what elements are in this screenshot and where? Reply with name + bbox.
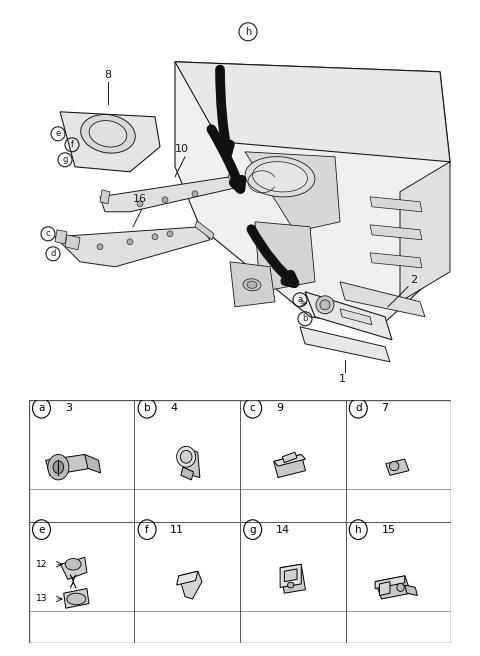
Text: h: h [245,27,251,37]
Text: 12: 12 [36,560,48,569]
Text: e: e [55,129,60,138]
Polygon shape [175,62,450,327]
Polygon shape [305,292,392,340]
Text: 11: 11 [170,525,184,535]
Text: b: b [144,403,150,413]
Text: a: a [38,403,45,413]
Circle shape [162,197,168,203]
Ellipse shape [245,157,315,197]
Polygon shape [282,452,297,462]
Polygon shape [370,197,422,212]
Text: g: g [62,155,68,164]
Polygon shape [100,177,240,212]
Polygon shape [379,582,390,596]
Text: b: b [302,314,308,323]
Text: d: d [50,249,56,258]
Ellipse shape [81,115,135,153]
Text: 9: 9 [276,403,283,413]
Text: f: f [71,140,73,150]
Polygon shape [100,190,110,204]
Polygon shape [375,576,405,588]
Ellipse shape [243,279,261,291]
Polygon shape [195,221,214,240]
Polygon shape [64,588,89,608]
Text: c: c [250,403,255,413]
Polygon shape [181,467,193,480]
Polygon shape [255,222,315,292]
Polygon shape [65,235,80,250]
Ellipse shape [252,161,307,192]
Text: c: c [46,230,50,238]
Polygon shape [179,571,202,599]
Text: 16: 16 [133,194,147,204]
Polygon shape [182,447,200,478]
Polygon shape [228,172,242,187]
Circle shape [127,239,133,245]
Text: 10: 10 [175,144,189,154]
Text: 13: 13 [36,594,48,604]
Text: 1: 1 [338,374,346,384]
Circle shape [97,244,103,250]
Text: 7: 7 [382,403,389,413]
Polygon shape [177,571,198,585]
Ellipse shape [67,593,86,605]
Circle shape [192,191,198,197]
Text: f: f [145,525,149,535]
Circle shape [152,234,158,240]
Polygon shape [300,327,390,362]
Circle shape [316,296,334,314]
Ellipse shape [247,281,257,289]
Polygon shape [175,62,450,162]
Polygon shape [400,162,450,302]
Polygon shape [370,253,422,268]
Text: 8: 8 [105,70,111,80]
Circle shape [137,201,143,207]
Polygon shape [284,569,297,582]
Polygon shape [340,282,425,317]
Polygon shape [280,564,305,593]
Ellipse shape [177,446,196,467]
Ellipse shape [53,461,64,474]
Ellipse shape [48,455,69,480]
Polygon shape [60,112,160,172]
Polygon shape [85,455,101,473]
Text: e: e [38,525,45,535]
Polygon shape [274,455,305,466]
Polygon shape [60,558,87,579]
Circle shape [167,231,173,237]
Polygon shape [375,576,411,599]
Circle shape [320,300,330,310]
Polygon shape [55,227,210,267]
Ellipse shape [180,451,192,463]
Ellipse shape [397,583,404,592]
Polygon shape [370,225,422,240]
Text: d: d [355,403,361,413]
Polygon shape [340,309,372,325]
Text: h: h [355,525,361,535]
Text: a: a [298,295,302,304]
Polygon shape [245,152,340,232]
Polygon shape [55,230,67,244]
Polygon shape [274,455,305,478]
Text: g: g [249,525,256,535]
Text: 4: 4 [170,403,178,413]
Ellipse shape [89,121,127,147]
Polygon shape [280,564,301,587]
Polygon shape [386,459,409,476]
Ellipse shape [288,583,294,588]
Text: 15: 15 [382,525,396,535]
Text: 3: 3 [65,403,72,413]
Polygon shape [405,585,418,596]
Text: 2: 2 [410,275,417,285]
Polygon shape [230,262,275,307]
Polygon shape [46,455,90,476]
Ellipse shape [65,558,81,570]
Ellipse shape [389,461,399,470]
Text: 14: 14 [276,525,290,535]
